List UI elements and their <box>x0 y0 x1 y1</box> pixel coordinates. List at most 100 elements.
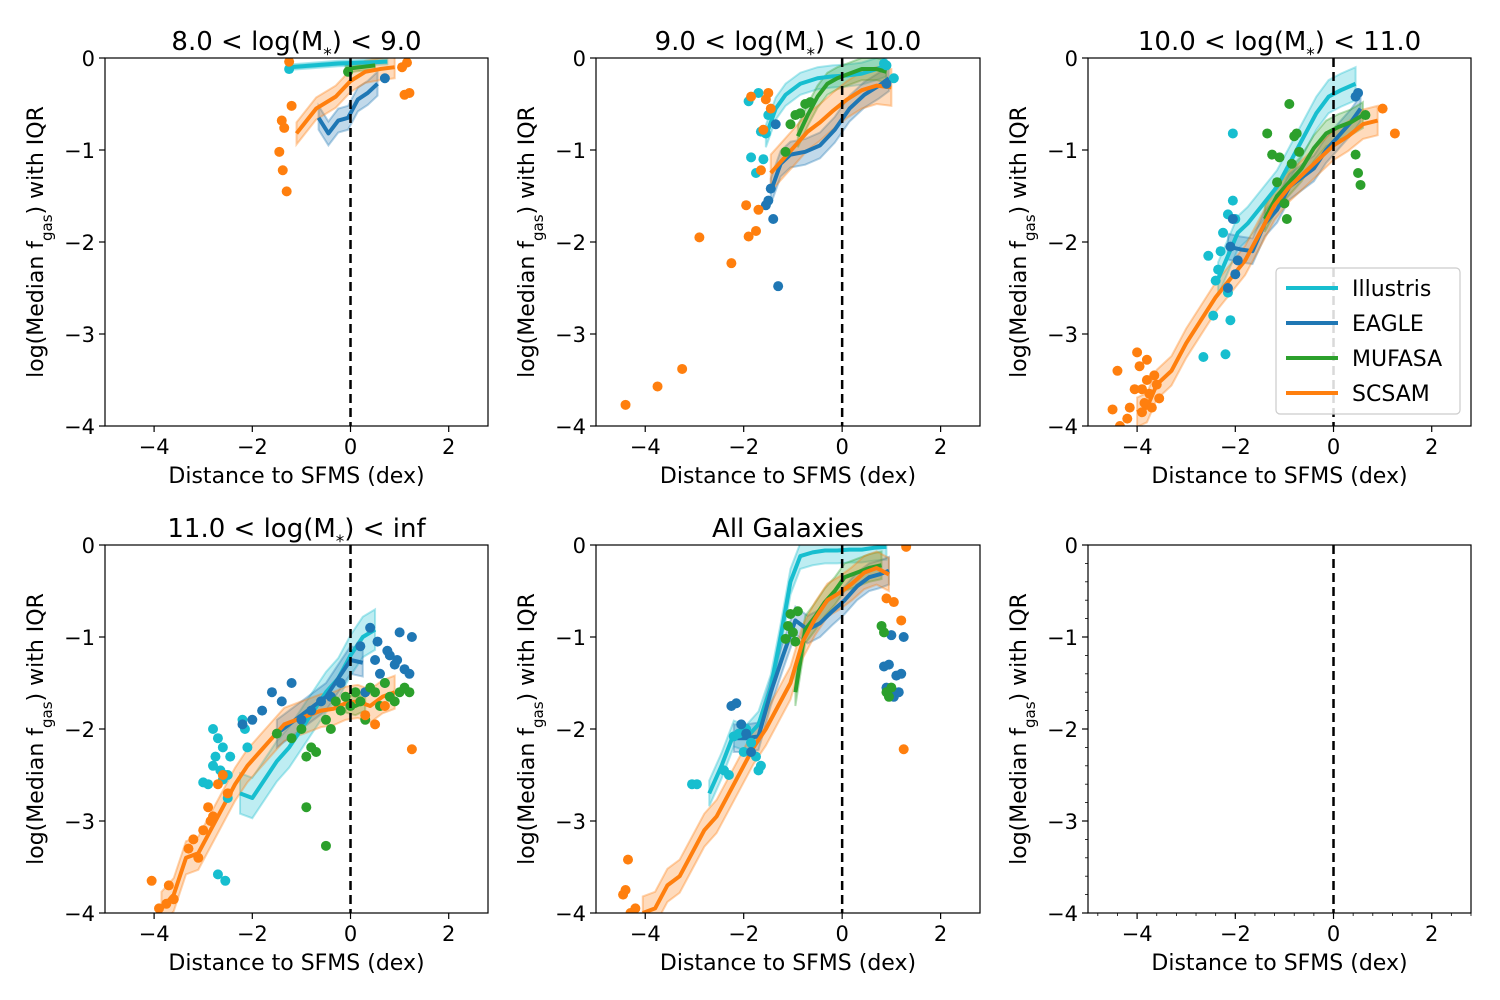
median-line-mufasa <box>1263 113 1365 220</box>
scatter-point-mufasa <box>1286 158 1297 169</box>
scatter-point-illustris <box>879 58 889 69</box>
scatter-point-eagle <box>1227 214 1238 224</box>
panel-2: −4 −2 0 2 0 −1 −2 −3 −4 Distance to SFMS (dex) log… <box>515 27 981 489</box>
scatter-point-illustris <box>208 724 219 734</box>
scatter-point-scsam <box>1114 421 1125 426</box>
scatter-point-illustris <box>1203 250 1214 261</box>
scatter-point-illustris <box>284 64 295 75</box>
scatter-point-eagle <box>266 687 277 698</box>
median-line-illustris <box>1216 81 1357 280</box>
scatter-point-illustris <box>746 737 757 748</box>
y-tick-label: −4 <box>1047 415 1078 439</box>
scatter-point-mufasa <box>370 687 381 698</box>
scatter-point-eagle <box>1353 87 1364 98</box>
scatter-point-scsam <box>1124 402 1135 413</box>
scatter-point-eagle <box>382 645 393 656</box>
scatter-point-scsam <box>217 770 228 780</box>
median-line-illustris <box>763 63 888 137</box>
scatter-point-scsam <box>1144 388 1155 399</box>
scatter-point-mufasa <box>1360 110 1371 121</box>
scatter-point-mufasa <box>785 119 796 130</box>
scatter-point-eagle <box>768 214 779 224</box>
x-tick-label: 0 <box>835 435 848 459</box>
scatter-point-eagle <box>898 632 909 642</box>
scatter-point-scsam <box>281 186 292 197</box>
scatter-point-scsam <box>758 124 769 135</box>
scatter-point-mufasa <box>311 747 322 757</box>
scatter-point-illustris <box>212 733 223 744</box>
legend: Illustris EAGLE MUFASA SCSAM <box>1275 267 1461 415</box>
scatter-point-eagle <box>374 668 385 679</box>
x-tick-label: −4 <box>139 922 170 946</box>
panel-6: −4 −2 0 2 0 −1 −2 −3 −4 Distance to SFMS (dex) log… <box>1007 534 1472 976</box>
axes-frame <box>1087 544 1472 914</box>
x-axis-label: Distance to SFMS (dex) <box>1151 951 1407 976</box>
scatter-point-illustris <box>208 760 219 771</box>
scatter-point-illustris <box>1220 349 1231 360</box>
y-tick-label: 0 <box>573 47 586 71</box>
y-axis-label: log(Median fgas) with IQR <box>515 593 547 865</box>
scatter-point-mufasa <box>886 682 897 693</box>
axes-frame <box>104 57 489 427</box>
scatter-point-scsam <box>755 165 766 176</box>
scatter-point-scsam <box>881 593 892 604</box>
y-tick-label: −4 <box>64 902 95 926</box>
y-tick-label: −2 <box>555 718 586 742</box>
scatter-point-illustris <box>203 779 214 790</box>
panel-title: 8.0 < log(M*) < 9.0 <box>171 27 421 65</box>
scatter-point-mufasa <box>787 627 798 638</box>
scatter-point-mufasa <box>335 705 346 716</box>
scatter-point-eagle <box>731 698 742 709</box>
scatter-point-scsam <box>753 204 764 215</box>
scatter-point-eagle <box>237 719 248 730</box>
scatter-point-mufasa <box>325 724 336 734</box>
x-axis-label: Distance to SFMS (dex) <box>660 951 916 976</box>
scatter-point-scsam <box>620 399 631 410</box>
y-tick-label: −2 <box>555 231 586 255</box>
x-tick-label: 0 <box>344 435 357 459</box>
scatter-point-illustris <box>1215 246 1226 257</box>
scatter-point-illustris <box>738 747 749 757</box>
scatter-point-eagle <box>316 696 327 707</box>
scatter-point-mufasa <box>296 724 307 734</box>
y-tick-label: −3 <box>555 810 586 834</box>
scatter-point-mufasa <box>1294 146 1305 157</box>
scatter-point-eagle <box>406 632 417 642</box>
median-line-illustris <box>288 59 388 70</box>
y-tick-label: 0 <box>1065 47 1078 71</box>
plot-area <box>618 545 912 913</box>
scatter-point-scsam <box>198 825 209 836</box>
y-tick-label: −2 <box>1047 231 1078 255</box>
scatter-point-mufasa <box>1262 128 1273 139</box>
y-tick-label: −4 <box>64 415 95 439</box>
scatter-point-eagle <box>370 655 381 665</box>
scatter-point-scsam <box>404 87 415 98</box>
scatter-point-illustris <box>1227 128 1238 139</box>
scatter-point-eagle <box>257 705 268 716</box>
scatter-point-scsam <box>279 122 290 133</box>
scatter-point-illustris <box>746 152 757 163</box>
x-tick-label: 2 <box>934 435 947 459</box>
scatter-point-eagle <box>760 200 771 211</box>
scatter-point-scsam <box>1129 384 1140 395</box>
scatter-point-scsam <box>163 880 174 891</box>
x-tick-label: −2 <box>728 435 759 459</box>
scatter-point-mufasa <box>1279 198 1290 209</box>
scatter-point-scsam <box>146 875 157 886</box>
y-tick-label: −3 <box>64 810 95 834</box>
x-tick-label: 0 <box>344 922 357 946</box>
scatter-point-scsam <box>277 165 288 176</box>
scatter-point-mufasa <box>805 97 816 108</box>
scatter-point-scsam <box>193 852 204 863</box>
scatter-point-illustris <box>210 751 221 762</box>
panel-3: −4 −2 0 2 0 −1 −2 −3 −4 Distance to SFMS (dex) log… <box>1007 27 1472 489</box>
scatter-point-scsam <box>284 58 295 67</box>
scatter-point-eagle <box>1232 255 1243 266</box>
scatter-point-eagle <box>1222 283 1233 293</box>
iqr-band-scsam <box>160 674 396 913</box>
y-tick-label: 0 <box>82 47 95 71</box>
y-axis-label: log(Median fgas) with IQR <box>24 593 56 865</box>
x-axis-label: Distance to SFMS (dex) <box>660 464 916 489</box>
y-tick-label: −1 <box>64 626 95 650</box>
